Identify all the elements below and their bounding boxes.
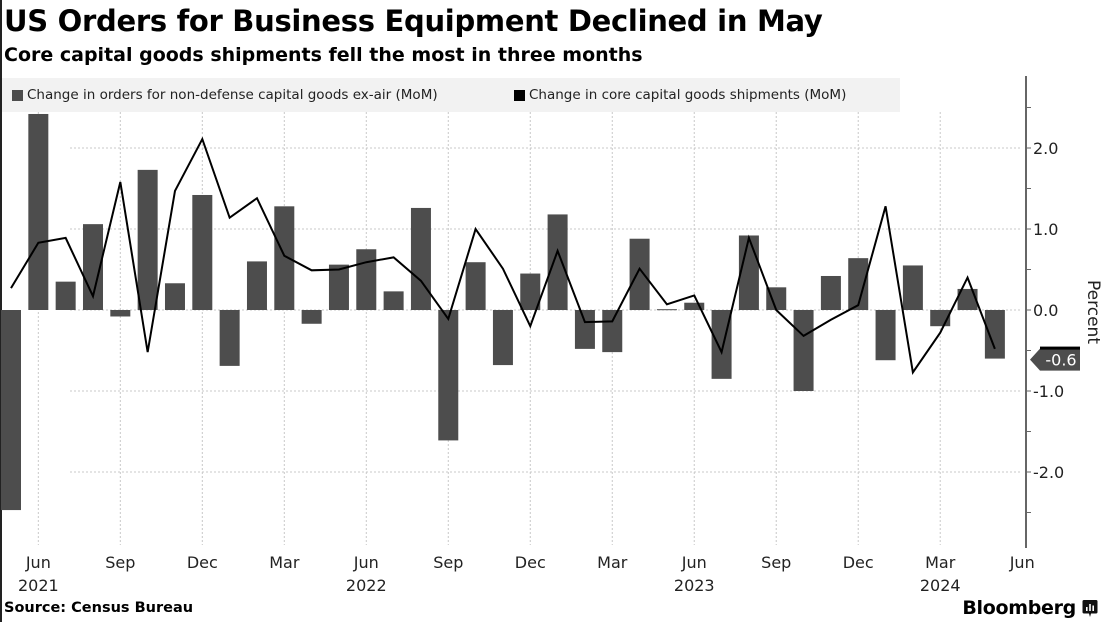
legend-swatch-line (514, 89, 525, 101)
legend-label-orders: Change in orders for non-defense capital… (27, 87, 438, 103)
legend: Change in orders for non-defense capital… (2, 78, 900, 112)
legend-label-shipments: Change in core capital goods shipments (… (529, 87, 847, 103)
legend-item-shipments[interactable]: Change in core capital goods shipments (… (514, 87, 846, 103)
source-note: Source: Census Bureau (4, 600, 194, 616)
chart-title: US Orders for Business Equipment Decline… (4, 4, 823, 38)
bloomberg-chart-icon (1082, 599, 1098, 617)
brand-name: Bloomberg (962, 597, 1076, 619)
legend-swatch-bars (12, 89, 23, 101)
legend-item-orders[interactable]: Change in orders for non-defense capital… (12, 87, 438, 103)
bloomberg-logo: Bloomberg (962, 597, 1098, 619)
chart-subtitle: Core capital goods shipments fell the mo… (4, 44, 643, 66)
